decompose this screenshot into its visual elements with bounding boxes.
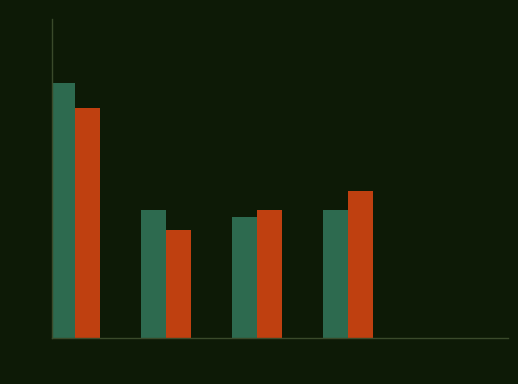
Bar bbox=[232, 217, 257, 338]
Bar bbox=[166, 230, 191, 338]
Bar bbox=[141, 210, 166, 338]
Bar bbox=[257, 210, 282, 338]
Bar bbox=[348, 191, 373, 338]
Bar bbox=[50, 83, 75, 338]
Bar bbox=[75, 108, 99, 338]
Bar bbox=[323, 210, 348, 338]
